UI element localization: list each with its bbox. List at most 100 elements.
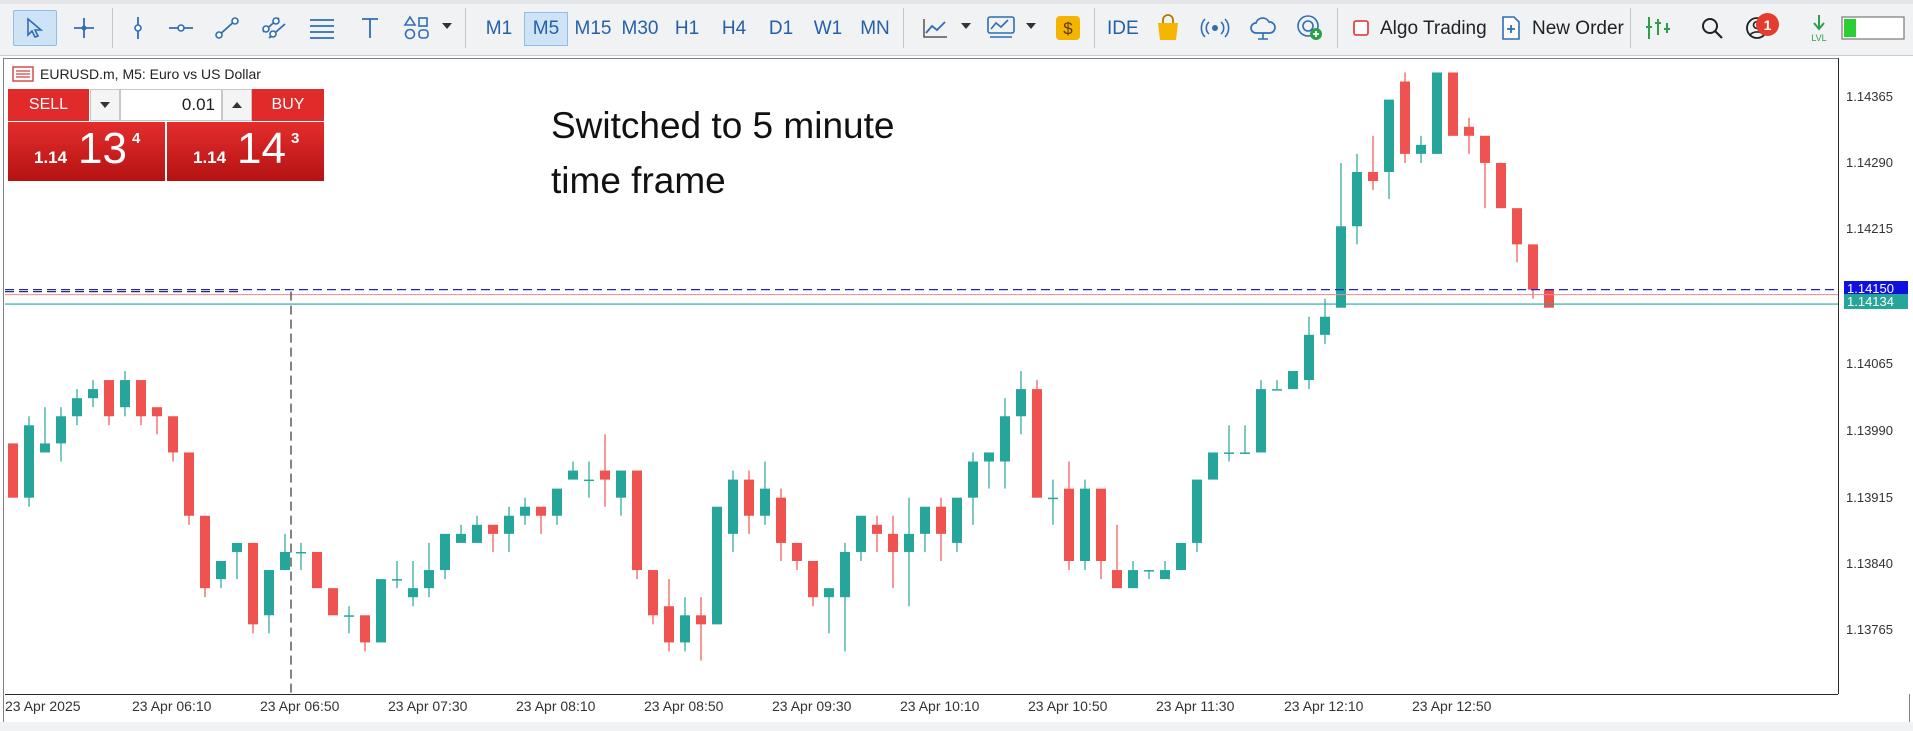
chart-symbol-title: EURUSD.m, M5: Euro vs US Dollar (12, 64, 261, 84)
tab-timeframe-m5[interactable]: M5 (524, 12, 568, 46)
tab-timeframe-h1[interactable]: H1 (674, 18, 700, 39)
sell-price-sup: 4 (132, 130, 141, 147)
chart-annotation: Switched to 5 minute time frame (551, 98, 894, 208)
horizontal-line-icon[interactable] (161, 10, 201, 46)
time-tick: 23 Apr 12:10 (1284, 698, 1364, 714)
tab-timeframe-d1[interactable]: D1 (768, 18, 794, 39)
volume-increase-button[interactable] (222, 89, 252, 121)
candle-bullish (216, 561, 226, 580)
candle-bullish (504, 515, 514, 534)
candle-bullish (120, 380, 130, 408)
new-order-button[interactable]: New Order (1532, 18, 1624, 39)
sell-price-prefix: 1.14 (34, 148, 68, 167)
candle-bearish (776, 497, 786, 543)
algo-trading-icon[interactable] (1346, 10, 1376, 46)
candle-bearish (1368, 171, 1378, 182)
depth-of-market-icon[interactable] (1640, 10, 1676, 46)
chart-symbol-label: EURUSD.m, M5: Euro vs US Dollar (40, 66, 261, 82)
tab-timeframe-m1[interactable]: M1 (485, 18, 513, 39)
candle-bearish (744, 479, 754, 516)
sell-price-big: 13 (78, 124, 127, 173)
market-bag-icon[interactable] (1150, 10, 1186, 46)
price-tick: 1.13765 (1846, 622, 1893, 637)
candle-bullish (424, 570, 434, 589)
menu-strip (0, 0, 1913, 4)
fibonacci-icon[interactable] (302, 10, 342, 46)
toolbar-separator (465, 8, 466, 48)
candle-bullish (728, 479, 738, 534)
candle-bullish (232, 542, 242, 552)
candle-bullish (296, 551, 306, 554)
chevron-down-icon (100, 102, 110, 108)
time-scale[interactable] (5, 694, 1838, 718)
chevron-up-icon (232, 102, 242, 108)
shapes-dropdown-icon[interactable] (442, 23, 452, 29)
price-chart[interactable] (5, 58, 1838, 694)
candle-bearish (936, 506, 946, 534)
candle-bullish (984, 452, 994, 462)
candle-bullish (1128, 570, 1138, 589)
vertical-line-icon[interactable] (118, 10, 158, 46)
candle-bullish (1144, 570, 1154, 572)
candle-bullish (1176, 542, 1186, 571)
buy-price-prefix: 1.14 (193, 148, 227, 167)
main-toolbar: M1 M5 M15 M30 H1 H4 D1 W1 MN $ IDE Algo … (0, 0, 1913, 56)
text-icon[interactable] (350, 10, 390, 46)
algo-trading-button[interactable]: Algo Trading (1380, 18, 1487, 39)
notification-badge[interactable]: 1 (1756, 13, 1779, 36)
chart-type-dropdown-icon[interactable] (961, 23, 971, 29)
candle-bearish (1032, 389, 1042, 498)
candle-bullish (1208, 452, 1218, 480)
sell-button[interactable]: SELL (8, 89, 89, 121)
ask-price-tag: 1.14150 (1844, 281, 1908, 296)
buy-button[interactable]: BUY (252, 89, 324, 121)
cloud-icon[interactable] (1245, 10, 1281, 46)
tab-timeframe-h4[interactable]: H4 (721, 18, 747, 39)
candle-bullish (1224, 452, 1234, 454)
indicators-dropdown-icon[interactable] (1026, 23, 1036, 29)
time-tick: 23 Apr 08:50 (644, 698, 724, 714)
dollar-icon[interactable]: $ (1050, 10, 1086, 46)
volume-input[interactable]: 0.01 (120, 89, 222, 121)
candle-bullish (824, 588, 834, 598)
candle-bullish (856, 515, 866, 552)
svg-text:$: $ (1063, 19, 1073, 38)
search-icon[interactable] (1694, 10, 1730, 46)
candle-bullish (472, 524, 482, 543)
candle-bullish (456, 533, 466, 543)
new-order-icon[interactable] (1496, 10, 1526, 46)
level-icon[interactable]: LVL (1801, 10, 1837, 46)
trendline-icon[interactable] (207, 10, 247, 46)
candle-bearish (248, 542, 258, 625)
channel-icon[interactable] (254, 10, 294, 46)
chart-tabs-bar[interactable] (0, 722, 1913, 731)
candle-bearish (1096, 488, 1106, 562)
price-tick: 1.13915 (1846, 490, 1893, 505)
vps-icon[interactable] (1292, 10, 1328, 46)
candle-bullish (952, 497, 962, 543)
candle-bearish (1528, 244, 1538, 290)
cursor-icon[interactable] (13, 10, 57, 46)
tab-timeframe-w1[interactable]: W1 (813, 18, 843, 39)
tab-timeframe-m30[interactable]: M30 (621, 18, 659, 39)
volume-decrease-button[interactable] (90, 89, 120, 121)
price-tick: 1.14365 (1846, 89, 1893, 104)
ide-button[interactable]: IDE (1107, 18, 1139, 39)
tab-timeframe-mn[interactable]: MN (860, 18, 890, 39)
candle-bearish (808, 561, 818, 598)
crosshair-icon[interactable] (62, 10, 106, 46)
buy-price-button[interactable]: 1.14 14 3 (167, 122, 324, 181)
shapes-icon[interactable] (397, 10, 437, 46)
candle-bullish (584, 479, 594, 482)
time-tick: 23 Apr 08:10 (516, 698, 596, 714)
sell-price-button[interactable]: 1.14 13 4 (8, 122, 165, 181)
candle-bullish (1336, 226, 1346, 308)
price-levels (5, 289, 1838, 694)
price-scale[interactable] (1838, 58, 1910, 694)
candle-bullish (568, 470, 578, 480)
tab-timeframe-m15[interactable]: M15 (574, 18, 612, 39)
chart-type-icon[interactable] (917, 10, 953, 46)
indicators-icon[interactable] (983, 10, 1019, 46)
candle-bullish (1016, 389, 1026, 417)
signals-icon[interactable] (1197, 10, 1233, 46)
